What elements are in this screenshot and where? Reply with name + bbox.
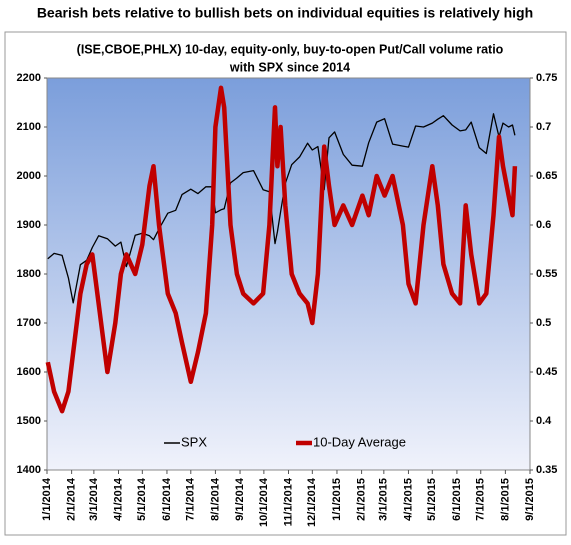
x-tick-label: 5/1/2014 [136,477,148,521]
y2-tick-label: 0.5 [536,317,551,329]
x-tick-label: 1/1/2014 [41,477,53,521]
y2-tick-label: 0.35 [536,464,557,476]
y-tick-label: 1900 [17,219,41,231]
x-tick-label: 5/1/2015 [426,478,438,521]
x-tick-label: 8/1/2014 [209,477,221,521]
x-tick-label: 7/1/2014 [185,477,197,521]
chart-title: with SPX since 2014 [229,60,350,74]
x-tick-label: 12/1/2014 [306,477,318,527]
x-tick-label: 8/1/2015 [499,478,511,521]
plot-area [46,77,531,471]
y2-tick-label: 0.65 [536,170,557,182]
y-tick-label: 1600 [17,366,41,378]
y-tick-label: 2100 [17,121,41,133]
y-tick-label: 1400 [17,464,41,476]
series-line [45,85,518,414]
y2-tick-label: 0.55 [536,268,557,280]
x-tick-label: 1/1/2015 [331,478,343,521]
y-tick-label: 2200 [17,72,41,84]
y2-tick-label: 0.4 [536,415,552,427]
chart-title: (ISE,CBOE,PHLX) 10-day, equity-only, buy… [77,42,504,56]
x-tick-label: 9/1/2015 [524,478,536,521]
legend-label: 10-Day Average [313,434,406,449]
x-tick-label: 3/1/2014 [88,477,100,521]
x-tick-label: 6/1/2015 [451,478,463,521]
x-tick-label: 4/1/2015 [402,478,414,521]
y-tick-label: 2000 [17,170,41,182]
y-tick-label: 1700 [17,317,41,329]
y-tick-label: 1500 [17,415,41,427]
x-tick-label: 4/1/2014 [112,477,124,521]
y2-tick-label: 0.6 [536,219,551,231]
x-tick-label: 2/1/2015 [355,478,367,521]
page-title: Bearish bets relative to bullish bets on… [37,5,533,21]
x-tick-label: 10/1/2014 [258,477,270,527]
x-tick-label: 9/1/2014 [234,477,246,521]
x-tick-label: 7/1/2015 [475,478,487,521]
x-tick-label: 11/1/2014 [282,477,294,526]
y2-tick-label: 0.45 [536,366,557,378]
y2-tick-label: 0.7 [536,121,551,133]
legend-label: SPX [181,434,207,449]
x-tick-label: 3/1/2015 [378,478,390,521]
x-tick-label: 2/1/2014 [66,477,78,521]
y2-tick-label: 0.75 [536,72,557,84]
y-tick-label: 1800 [17,268,41,280]
x-tick-label: 6/1/2014 [161,477,173,521]
